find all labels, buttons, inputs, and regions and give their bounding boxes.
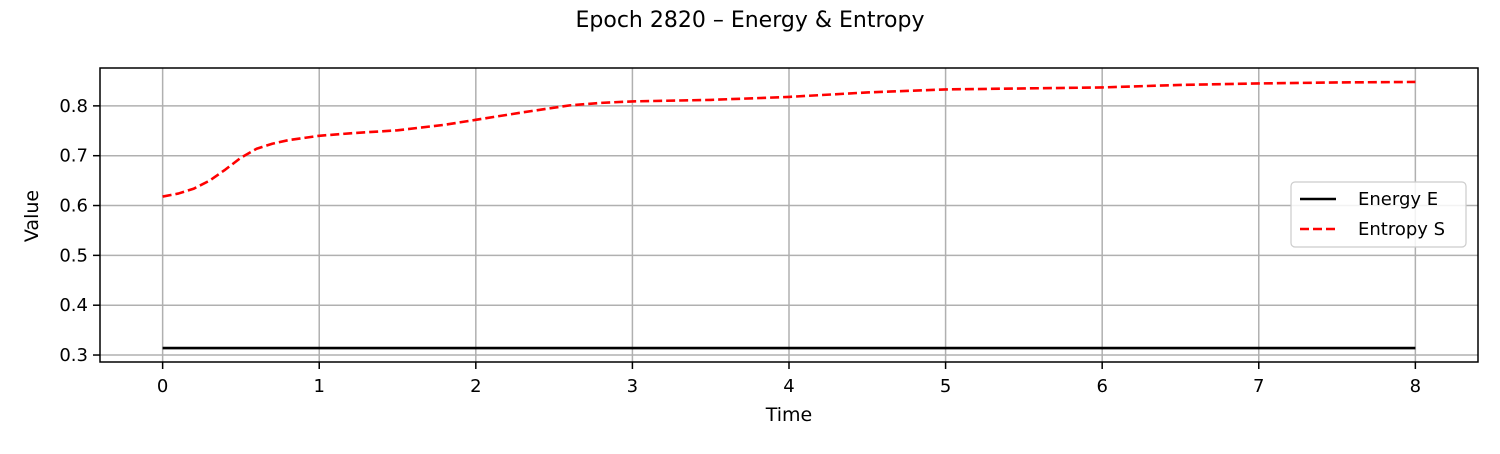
y-tick-label: 0.4 <box>59 295 88 316</box>
y-tick-label: 0.6 <box>59 196 88 217</box>
y-tick-label: 0.5 <box>59 245 88 266</box>
x-tick-label: 4 <box>783 376 794 397</box>
x-tick-label: 1 <box>314 376 325 397</box>
chart-title: Epoch 2820 – Energy & Entropy <box>576 8 925 33</box>
axis-ticks: 0 1 2 3 4 5 6 7 8 0.3 0.4 0.5 0.6 0.7 0.8 <box>59 96 1421 397</box>
legend: Energy E Entropy S <box>1290 181 1467 248</box>
x-tick-label: 2 <box>470 376 481 397</box>
y-tick-label: 0.3 <box>59 345 88 366</box>
legend-label: Energy E <box>1358 189 1438 210</box>
x-tick-label: 7 <box>1253 376 1264 397</box>
x-tick-label: 8 <box>1410 376 1421 397</box>
legend-label: Entropy S <box>1358 219 1445 240</box>
x-tick-label: 3 <box>627 376 638 397</box>
x-tick-label: 0 <box>157 376 168 397</box>
x-axis-label: Time <box>765 404 813 426</box>
series-lines <box>162 80 1416 350</box>
y-tick-label: 0.8 <box>59 96 88 117</box>
x-tick-label: 5 <box>940 376 951 397</box>
y-tick-label: 0.7 <box>59 146 88 167</box>
y-axis-label: Value <box>21 190 43 242</box>
series-line-entropy-s <box>162 80 1416 198</box>
x-tick-label: 6 <box>1096 376 1107 397</box>
grid-lines <box>100 68 1478 362</box>
